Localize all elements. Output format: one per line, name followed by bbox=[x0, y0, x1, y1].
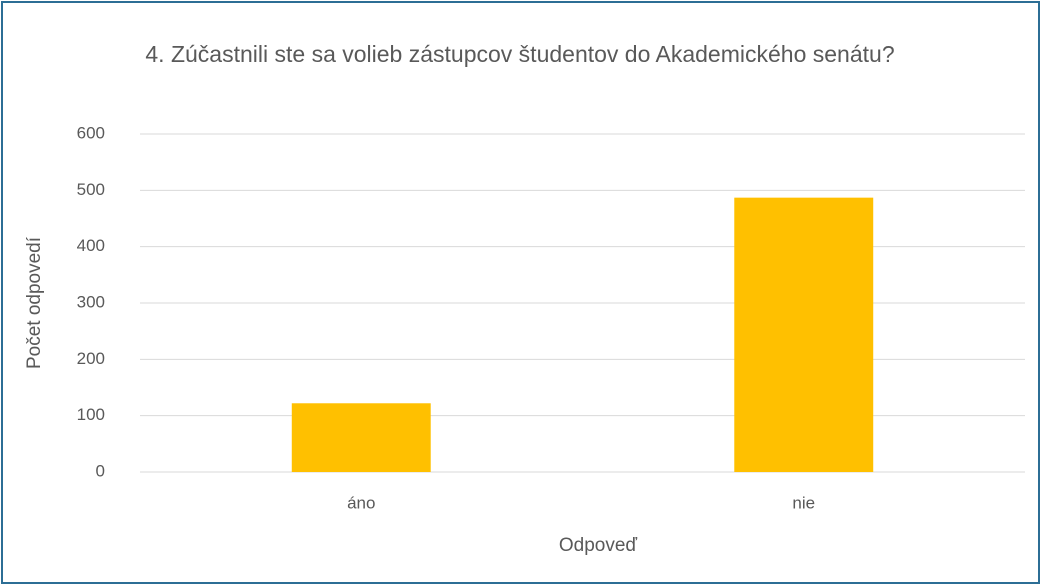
bar bbox=[734, 197, 874, 472]
chart-title: 4. Zúčastnili ste sa volieb zástupcov št… bbox=[145, 41, 895, 67]
y-tick-label: 600 bbox=[77, 123, 105, 142]
y-tick-label: 0 bbox=[96, 461, 105, 480]
y-tick-label: 300 bbox=[77, 292, 105, 311]
y-tick-label: 100 bbox=[77, 405, 105, 424]
x-tick-label: nie bbox=[792, 493, 815, 512]
bar bbox=[291, 403, 431, 472]
y-tick-label: 500 bbox=[77, 180, 105, 199]
y-axis-label: Počet odpovedí bbox=[24, 236, 45, 369]
y-tick-label: 200 bbox=[77, 349, 105, 368]
x-tick-label: áno bbox=[347, 493, 375, 512]
y-tick-label: 400 bbox=[77, 236, 105, 255]
x-axis-label: Odpoveď bbox=[559, 535, 638, 556]
